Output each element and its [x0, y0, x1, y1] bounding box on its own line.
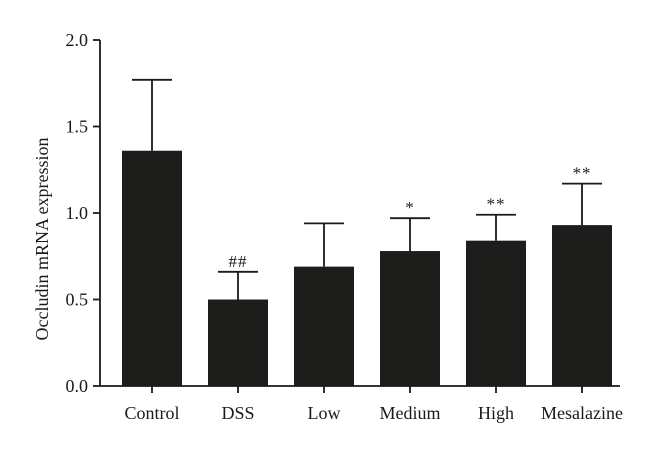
bar-high [466, 240, 526, 386]
y-tick-label: 1.5 [66, 117, 89, 137]
y-axis: 0.0 0.5 1.0 1.5 2.0 [66, 30, 101, 396]
y-tick-label: 0.0 [66, 376, 89, 396]
y-axis-title: Occludin mRNA expression [32, 138, 52, 341]
bar-control [122, 150, 182, 386]
significance-label: ** [573, 164, 592, 183]
x-category-label: Mesalazine [541, 403, 623, 423]
x-axis: Control DSS Low Medium High Mesalazine [100, 385, 623, 423]
bar-mesalazine [552, 225, 612, 386]
significance-label: ** [487, 195, 506, 214]
y-tick-label: 2.0 [66, 30, 89, 50]
significance-label: * [405, 198, 415, 217]
bar-medium [380, 251, 440, 386]
x-category-label: Control [124, 403, 179, 423]
y-tick-label: 0.5 [66, 290, 89, 310]
x-category-label: DSS [221, 403, 254, 423]
bars: ##* **** [122, 78, 612, 386]
x-category-label: Medium [380, 403, 441, 423]
x-category-label: Low [308, 403, 341, 423]
bar-dss [208, 299, 268, 386]
x-category-label: High [478, 403, 514, 423]
significance-label: ## [229, 252, 248, 271]
bar-low [294, 266, 354, 386]
y-tick-label: 1.0 [66, 203, 89, 223]
